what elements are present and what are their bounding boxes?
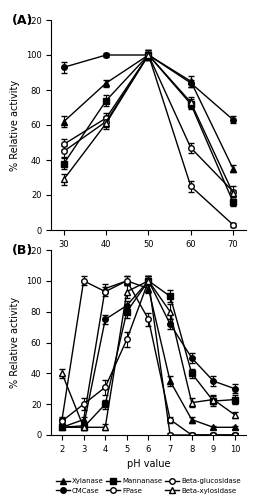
Legend: Xylanase, CMCase, Mannanase, FPase, Beta-glucosidase, Beta-xylosidase: Xylanase, CMCase, Mannanase, FPase, Beta…	[53, 476, 244, 496]
Text: (A): (A)	[12, 14, 34, 26]
Y-axis label: % Relative activity: % Relative activity	[10, 80, 20, 170]
X-axis label: pH value: pH value	[127, 460, 170, 469]
X-axis label: Temperature (°C): Temperature (°C)	[106, 254, 190, 264]
Y-axis label: % Relative activity: % Relative activity	[10, 297, 20, 388]
Text: (B): (B)	[12, 244, 34, 258]
